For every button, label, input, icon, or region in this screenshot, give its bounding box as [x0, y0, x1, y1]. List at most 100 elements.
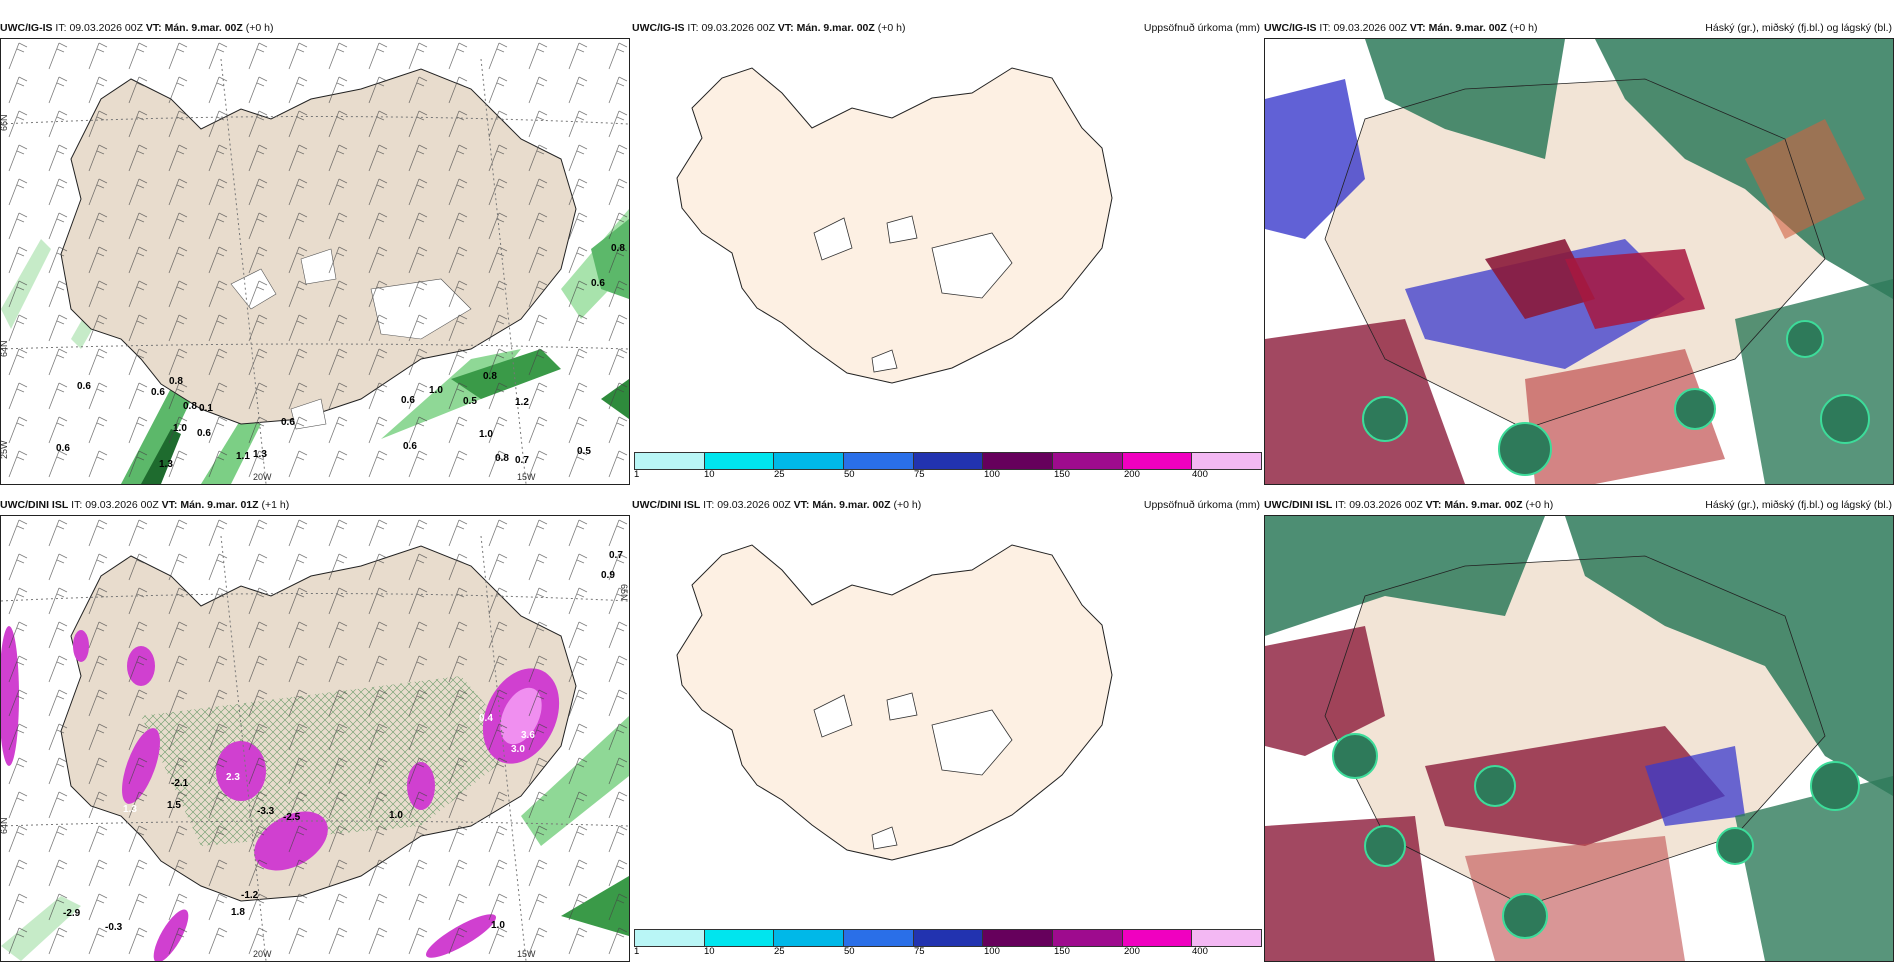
value-label: 0.6 — [151, 387, 165, 398]
colorbar-tick: 150 — [1054, 946, 1070, 957]
lat-label: 66N — [1, 114, 9, 131]
valid-time: Mán. 9.mar. 00Z — [1444, 499, 1523, 511]
value-label: 0.5 — [577, 446, 591, 457]
colorbar-ticks: 1 10 25 50 75 100 150 200 400 — [634, 946, 1260, 958]
value-label: 3.6 — [521, 730, 535, 741]
colorbar-swatch — [635, 453, 705, 469]
colorbar-swatch — [983, 453, 1054, 469]
accumulated-precip-map — [632, 515, 1260, 915]
map-svg — [1265, 516, 1893, 961]
forecast-offset: (+0 h) — [1509, 22, 1538, 34]
wind-precip-map: 66N 64N 25W 20W 15W 0.8 0.6 0.6 0.8 0.6 … — [0, 38, 630, 485]
panel-header: UWC/DINI ISL IT: 09.03.2026 00Z VT: Mán.… — [0, 495, 630, 515]
value-label: 0.8 — [495, 453, 509, 464]
panel-header: UWC/IG-IS IT: 09.03.2026 00Z VT: Mán. 9.… — [0, 18, 630, 38]
lon-label: 15W — [517, 472, 536, 482]
lat-label: 65N — [619, 584, 629, 601]
vt-label: VT: — [145, 22, 162, 34]
model-name: UWC/DINI ISL — [632, 499, 701, 511]
panel-top-middle: UWC/IG-IS IT: 09.03.2026 00Z VT: Mán. 9.… — [632, 18, 1262, 480]
valid-time: Mán. 9.mar. 01Z — [180, 499, 259, 511]
model-name: UWC/DINI ISL — [1264, 499, 1333, 511]
colorbar-tick: 200 — [1124, 469, 1140, 480]
value-label: 0.5 — [463, 396, 477, 407]
value-label: 1.2 — [515, 397, 529, 408]
model-name: UWC/IG-IS — [1264, 22, 1317, 34]
value-label: 0.8 — [183, 401, 197, 412]
value-label: -2.9 — [63, 908, 81, 919]
value-label: -2.5 — [283, 812, 301, 823]
value-label: -1.2 — [241, 890, 259, 901]
colorbar-tick: 75 — [914, 946, 925, 957]
panel-top-left: UWC/IG-IS IT: 09.03.2026 00Z VT: Mán. 9.… — [0, 18, 630, 485]
panel-bottom-middle: UWC/DINI ISL IT: 09.03.2026 00Z VT: Mán.… — [632, 495, 1262, 957]
precip-value-labels: 0.7 0.9 0.4 3.6 3.0 -2.1 1.5 -3.3 -2.5 1… — [63, 550, 623, 933]
value-label: 0.6 — [77, 381, 91, 392]
panel-title: Háský (gr.), miðský (fj.bl.) og lágský (… — [1705, 499, 1892, 511]
value-label: 1.1 — [236, 451, 250, 462]
colorbar-swatch — [913, 930, 984, 946]
colorbar-tick: 10 — [704, 946, 715, 957]
colorbar-tick: 400 — [1192, 469, 1208, 480]
valid-time: Mán. 9.mar. 00Z — [1428, 22, 1507, 34]
it-label: IT: — [687, 22, 699, 34]
map-svg: 64N 65N 20W 15W 0.7 0.9 0.4 3.6 3.0 -2.1… — [1, 516, 629, 961]
lon-label: 15W — [517, 949, 536, 959]
panel-top-right: UWC/IG-IS IT: 09.03.2026 00Z VT: Mán. 9.… — [1264, 18, 1894, 485]
colorbar-tick: 1 — [634, 946, 640, 957]
valid-time: Mán. 9.mar. 00Z — [812, 499, 891, 511]
colorbar-tick: 1 — [634, 469, 640, 480]
value-label: 1.3 — [253, 449, 267, 460]
map-svg: 66N 64N 25W 20W 15W 0.8 0.6 0.6 0.8 0.6 … — [1, 39, 629, 484]
value-label: 3.0 — [511, 744, 525, 755]
value-label: -2.1 — [171, 778, 189, 789]
model-name: UWC/IG-IS — [0, 22, 53, 34]
value-label: 0.6 — [401, 395, 415, 406]
value-label: 0.6 — [281, 417, 295, 428]
colorbar-swatch — [844, 453, 914, 469]
colorbar-tick: 75 — [914, 469, 925, 480]
value-label: 0.7 — [609, 550, 623, 561]
panel-title: Uppsöfnuð úrkoma (mm) — [1143, 499, 1260, 511]
init-time: 09.03.2026 00Z — [701, 22, 775, 34]
panel-title: Uppsöfnuð úrkoma (mm) — [1143, 22, 1260, 34]
colorbar-tick: 100 — [984, 469, 1000, 480]
panel-header: UWC/DINI ISL IT: 09.03.2026 00Z VT: Mán.… — [1264, 495, 1894, 515]
value-label: 1.0 — [491, 920, 505, 931]
panel-bottom-left: UWC/DINI ISL IT: 09.03.2026 00Z VT: Mán.… — [0, 495, 630, 962]
panel-header: UWC/DINI ISL IT: 09.03.2026 00Z VT: Mán.… — [632, 495, 1262, 515]
value-label: 2.3 — [226, 772, 240, 783]
colorbar-tick: 400 — [1192, 946, 1208, 957]
precip-colorbar — [634, 452, 1262, 470]
lat-label: 64N — [1, 817, 9, 834]
wind-precip-map: 64N 65N 20W 15W 0.7 0.9 0.4 3.6 3.0 -2.1… — [0, 515, 630, 962]
value-label: 0.8 — [483, 371, 497, 382]
value-label: 0.6 — [591, 278, 605, 289]
map-svg — [1265, 39, 1893, 484]
init-time: 09.03.2026 00Z — [85, 499, 159, 511]
value-label: 0.1 — [199, 403, 213, 414]
map-svg — [676, 67, 1113, 384]
model-name: UWC/IG-IS — [632, 22, 685, 34]
colorbar-tick: 100 — [984, 946, 1000, 957]
panel-title: Háský (gr.), miðský (fj.bl.) og lágský (… — [1705, 22, 1892, 34]
value-label: 0.6 — [56, 443, 70, 454]
accumulated-precip-map — [632, 38, 1260, 438]
vt-label: VT: — [1425, 499, 1442, 511]
colorbar-tick: 200 — [1124, 946, 1140, 957]
init-time: 09.03.2026 00Z — [717, 499, 791, 511]
precip-value-labels: 0.8 0.6 0.6 0.8 0.6 0.8 0.1 1.0 0.6 1.3 … — [56, 243, 625, 470]
precip-colorbar — [634, 929, 1262, 947]
colorbar-swatch — [704, 453, 775, 469]
value-label: 1.5 — [167, 800, 181, 811]
lat-label: 64N — [1, 340, 9, 357]
valid-time: Mán. 9.mar. 00Z — [164, 22, 243, 34]
colorbar-swatch — [774, 453, 845, 469]
colorbar-tick: 150 — [1054, 469, 1070, 480]
value-label: 1.0 — [429, 385, 443, 396]
colorbar-swatch — [913, 453, 984, 469]
colorbar-swatch — [635, 930, 705, 946]
panel-bottom-right: UWC/DINI ISL IT: 09.03.2026 00Z VT: Mán.… — [1264, 495, 1894, 962]
value-label: 0.7 — [515, 455, 529, 466]
colorbar-swatch — [1192, 930, 1262, 946]
